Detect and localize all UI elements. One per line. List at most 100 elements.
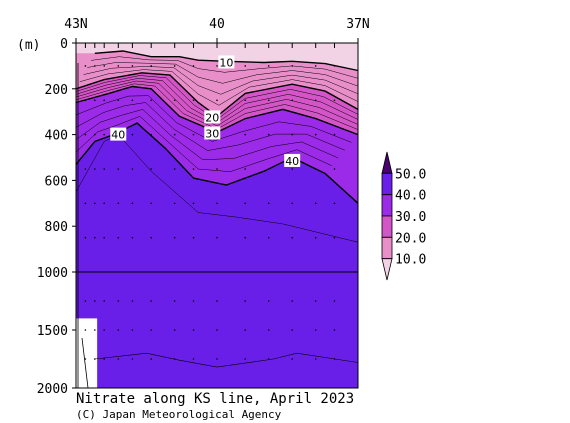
station-markers	[84, 43, 336, 360]
station-dot	[94, 358, 96, 360]
station-dot	[131, 329, 134, 331]
isoline-minor	[75, 102, 345, 151]
colorbar-swatch	[381, 215, 393, 238]
station-dot	[216, 236, 218, 239]
station-dot	[131, 202, 134, 205]
station-dot	[267, 65, 270, 67]
station-dot	[291, 329, 294, 331]
isoline-deep	[75, 134, 359, 243]
y-tick-label: 0	[60, 37, 68, 52]
station-dot	[216, 168, 218, 170]
station-dot	[244, 358, 246, 360]
station-dot	[150, 133, 152, 136]
station-dot	[173, 202, 176, 205]
y-axis-unit: (m)	[17, 38, 40, 53]
station-dot	[314, 65, 317, 67]
station-dot	[244, 168, 246, 170]
colorbar-swatch	[381, 172, 393, 196]
station-dot	[173, 300, 176, 302]
station-dot	[173, 99, 176, 102]
station-dot	[94, 133, 96, 136]
y-tick-label: 400	[45, 129, 68, 144]
station-dot	[173, 358, 176, 360]
station-dot	[131, 358, 134, 360]
station-dot	[267, 133, 270, 136]
contour-label-10: 10	[219, 56, 233, 69]
station-dot	[192, 202, 195, 205]
contour-30	[75, 85, 359, 136]
station-dot	[244, 99, 246, 102]
contour-label-bg	[204, 110, 221, 124]
station-dot	[244, 65, 246, 67]
station-dot	[117, 99, 120, 102]
y-tick-label: 2000	[37, 382, 68, 397]
station-dot	[291, 300, 294, 302]
station-dot	[131, 133, 134, 136]
station-dot	[333, 65, 336, 67]
station-dot	[291, 99, 294, 102]
station-dot	[267, 358, 270, 360]
station-dot	[333, 300, 336, 302]
colorbar-label: 50.0	[395, 167, 426, 182]
station-dot	[291, 133, 294, 136]
x-axis: 43N 40 37N	[64, 17, 370, 43]
isoline-minor	[75, 80, 359, 127]
station-dot	[267, 236, 270, 239]
station-dot	[173, 133, 176, 136]
isoline-minor	[79, 69, 359, 106]
isoline-minor	[75, 83, 359, 130]
station-dot	[216, 358, 218, 360]
station-dot	[117, 329, 120, 331]
station-dot	[216, 329, 218, 331]
station-dot	[267, 99, 270, 102]
colorbar-swatch	[381, 194, 393, 217]
station-dot	[94, 300, 96, 302]
station-dot	[94, 236, 96, 239]
station-dot	[131, 168, 134, 170]
station-dot	[94, 168, 96, 170]
station-dot	[314, 236, 317, 239]
station-dot	[291, 65, 294, 67]
colorbar-swatch	[381, 258, 393, 281]
contour-10	[94, 50, 359, 72]
colorbar: 50.0 40.0 30.0 20.0 10.0	[381, 151, 426, 281]
station-dot	[103, 168, 105, 170]
contour-20	[75, 72, 359, 118]
isoline-minor	[87, 62, 359, 87]
station-dot	[173, 236, 176, 239]
contour-label-bg	[284, 153, 301, 167]
station-dot	[103, 236, 105, 239]
station-dot	[84, 358, 87, 360]
station-dot	[333, 99, 336, 102]
x-tick-label: 37N	[346, 17, 369, 32]
station-dot	[117, 65, 120, 67]
station-dot	[244, 133, 246, 136]
station-dot	[103, 300, 105, 302]
isoline-minor	[75, 95, 352, 143]
y-tick-label: 1500	[37, 324, 68, 339]
seafloor-slope	[81, 337, 89, 389]
y-tick-label: 200	[45, 83, 68, 98]
station-dot	[131, 300, 134, 302]
station-dot	[192, 329, 195, 331]
y-tick-label: 1000	[37, 266, 68, 281]
station-dot	[244, 329, 246, 331]
contour-label-bg	[218, 55, 235, 69]
station-dot	[244, 202, 246, 205]
station-dot	[291, 202, 294, 205]
station-dot	[333, 133, 336, 136]
station-dot	[333, 168, 336, 170]
seafloor-mask	[76, 318, 98, 388]
station-dot	[314, 329, 317, 331]
station-dot	[314, 133, 317, 136]
station-dot	[216, 300, 218, 302]
station-dot	[150, 329, 152, 331]
station-dot	[244, 236, 246, 239]
station-dot	[84, 65, 87, 67]
station-dot	[314, 300, 317, 302]
y-axis: 0 200 400 600 800 1000 1500 2000	[37, 37, 76, 397]
station-dot	[117, 358, 120, 360]
station-dot	[94, 202, 96, 205]
station-dot	[216, 99, 218, 102]
